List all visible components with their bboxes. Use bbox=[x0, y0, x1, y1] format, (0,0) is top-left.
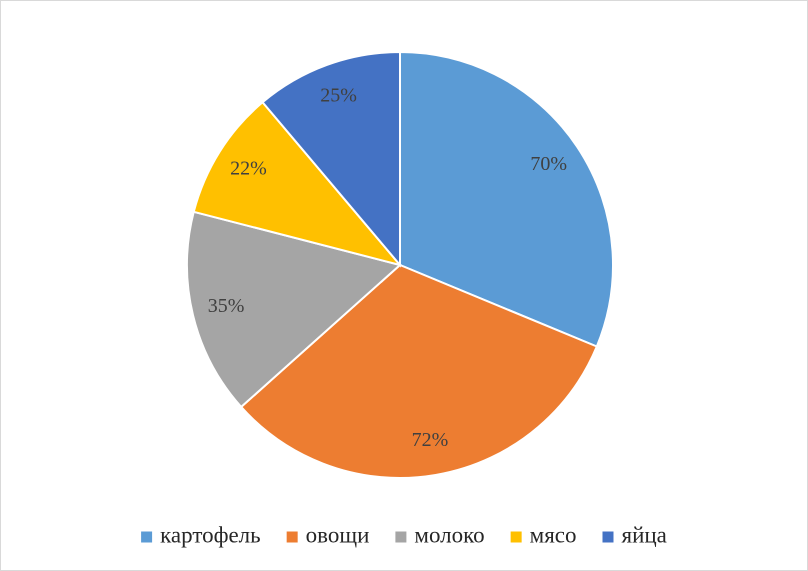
legend-marker bbox=[602, 531, 614, 543]
legend-label: молоко bbox=[414, 522, 484, 547]
legend-label: картофель bbox=[160, 522, 261, 547]
data-label: 70% bbox=[530, 153, 567, 175]
data-label: 22% bbox=[230, 157, 267, 179]
pie-slice bbox=[192, 100, 403, 267]
pie-slice bbox=[399, 50, 614, 348]
data-label: 25% bbox=[320, 85, 357, 107]
data-label: 72% bbox=[412, 429, 449, 451]
legend-marker bbox=[286, 531, 298, 543]
legend-marker bbox=[510, 531, 522, 543]
pie-slice bbox=[186, 210, 403, 409]
legend-marker bbox=[141, 531, 153, 543]
legend-label: мясо bbox=[530, 522, 577, 547]
legend-label: овощи bbox=[306, 522, 370, 547]
data-label: 35% bbox=[208, 295, 245, 317]
pie-slice bbox=[261, 50, 401, 268]
legend-label: яйца bbox=[621, 522, 666, 547]
pie-slice bbox=[239, 263, 599, 479]
legend-marker bbox=[395, 531, 407, 543]
